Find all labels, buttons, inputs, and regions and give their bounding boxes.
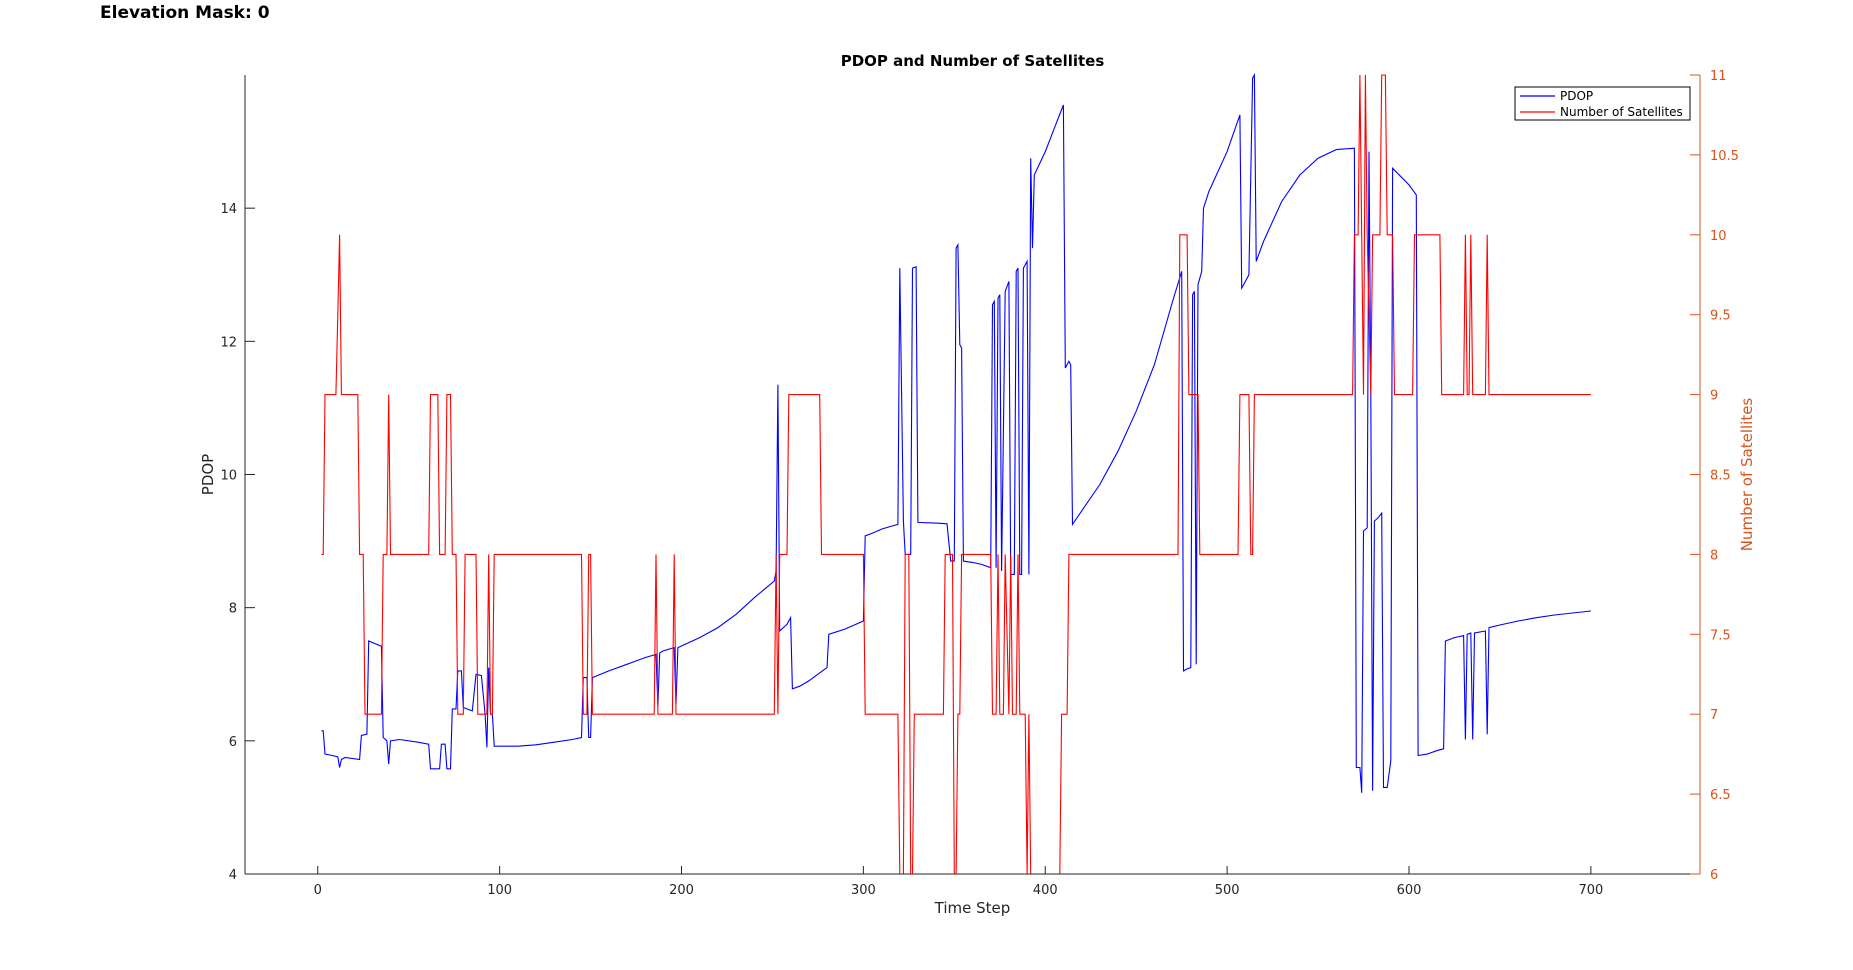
y-right-tick-label: 6 bbox=[1710, 868, 1718, 883]
y-right-tick-label: 9.5 bbox=[1710, 309, 1731, 324]
plot-area bbox=[321, 72, 1591, 875]
x-tick-label: 500 bbox=[1215, 883, 1240, 898]
y-tick-label: 8 bbox=[229, 602, 237, 617]
axes: 0 100 200 300 400 500 600 700 4 6 8 10 12 14 6 6.5 7 7.5 8… bbox=[220, 69, 1739, 898]
y-tick-label: 4 bbox=[229, 868, 237, 883]
x-tick-label: 300 bbox=[851, 883, 876, 898]
series-line-pdop bbox=[321, 72, 1591, 793]
x-tick-label: 200 bbox=[669, 883, 694, 898]
y-axis-label: PDOP bbox=[199, 454, 217, 495]
x-tick-label: 400 bbox=[1033, 883, 1058, 898]
y-right-tick-label: 6.5 bbox=[1710, 788, 1731, 803]
y-right-tick-label: 8 bbox=[1710, 548, 1718, 563]
y-tick-label: 12 bbox=[220, 335, 237, 350]
y-tick-label: 14 bbox=[220, 202, 237, 217]
y-right-tick-label: 11 bbox=[1710, 69, 1727, 84]
y-right-tick-label: 7 bbox=[1710, 708, 1718, 723]
y-axis-right-label: Number of Satellites bbox=[1738, 398, 1756, 552]
x-tick-label: 0 bbox=[314, 883, 322, 898]
elevation-mask-header: Elevation Mask: 0 bbox=[100, 3, 270, 23]
y-right-tick-label: 7.5 bbox=[1710, 628, 1731, 643]
x-tick-label: 600 bbox=[1397, 883, 1422, 898]
legend-box bbox=[1514, 86, 1691, 121]
legend: PDOP Number of Satellites bbox=[1514, 86, 1691, 121]
x-tick-label: 100 bbox=[487, 883, 512, 898]
y-right-tick-label: 9 bbox=[1710, 389, 1718, 404]
legend-label-pdop: PDOP bbox=[1560, 89, 1593, 103]
x-tick-label: 700 bbox=[1578, 883, 1603, 898]
y-right-tick-label: 8.5 bbox=[1710, 469, 1731, 484]
x-axis-label: Time Step bbox=[934, 899, 1011, 917]
y-tick-label: 6 bbox=[229, 735, 237, 750]
legend-label-satellites: Number of Satellites bbox=[1560, 105, 1683, 119]
y-right-tick-label: 10 bbox=[1710, 229, 1727, 244]
y-right-tick-label: 10.5 bbox=[1710, 149, 1739, 164]
series-line-satellites bbox=[321, 74, 1591, 875]
y-tick-label: 10 bbox=[220, 469, 237, 484]
chart-title: PDOP and Number of Satellites bbox=[841, 52, 1105, 70]
